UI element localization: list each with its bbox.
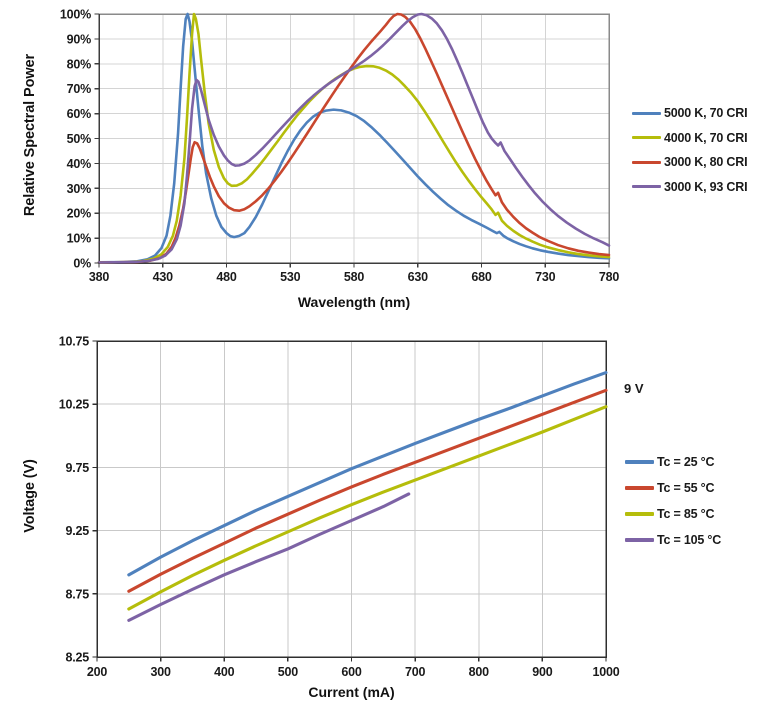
x-tick-label: 780 bbox=[599, 270, 620, 284]
vi-plot: 200 300 400 500 600 700 800 900 1000 8.25 8.75 9.25… bbox=[59, 335, 620, 680]
series-line bbox=[127, 371, 608, 577]
legend-label: Tc = 85 °C bbox=[657, 507, 715, 521]
legend-swatch bbox=[625, 512, 654, 516]
y-tick-label: 50% bbox=[67, 132, 92, 146]
legend-label: Tc = 55 °C bbox=[657, 481, 715, 495]
y-tick-label: 20% bbox=[67, 207, 92, 221]
legend-item: 4000 K, 70 CRI bbox=[632, 126, 748, 151]
legend-swatch bbox=[625, 486, 654, 490]
spectral-y-axis-title: Relative Spectral Power bbox=[22, 53, 38, 217]
legend-swatch bbox=[632, 160, 661, 164]
y-tick-label: 0% bbox=[73, 257, 91, 271]
x-tick-label: 700 bbox=[405, 665, 426, 679]
x-tick-label: 480 bbox=[216, 270, 237, 284]
x-tick-label: 580 bbox=[344, 270, 365, 284]
y-tick-label: 10.75 bbox=[59, 335, 90, 349]
legend-swatch bbox=[632, 136, 661, 140]
nine-volt-annotation: 9 V bbox=[624, 381, 644, 396]
legend-item: 3000 K, 93 CRI bbox=[632, 175, 748, 200]
y-tick-label: 9.75 bbox=[65, 461, 89, 475]
x-tick-label: 630 bbox=[408, 270, 429, 284]
x-tick-label: 300 bbox=[150, 665, 171, 679]
legend-label: Tc = 105 °C bbox=[657, 533, 722, 547]
legend-swatch bbox=[632, 111, 661, 115]
x-tick-label: 530 bbox=[280, 270, 301, 284]
legend-swatch bbox=[625, 538, 654, 542]
vi-y-axis-title: Voltage (V) bbox=[22, 459, 38, 533]
spectral-plot: 380 430 480 530 580 630 680 730 780 0% 10% 20% 30% 40… bbox=[60, 8, 620, 285]
y-tick-label: 10% bbox=[67, 232, 92, 246]
y-tick-label: 80% bbox=[67, 57, 92, 71]
x-tick-label: 730 bbox=[535, 270, 556, 284]
y-tick-label: 8.25 bbox=[65, 651, 89, 665]
legend-item: Tc = 85 °C bbox=[625, 501, 721, 527]
x-tick-label: 200 bbox=[87, 665, 108, 679]
legend-swatch bbox=[632, 185, 661, 189]
spectral-power-chart: 380 430 480 530 580 630 680 730 780 0% 10% 20% 30% 40… bbox=[0, 0, 774, 330]
spectral-legend: 5000 K, 70 CRI 4000 K, 70 CRI 3000 K, 80 C… bbox=[632, 101, 748, 200]
x-tick-label: 1000 bbox=[592, 665, 619, 679]
legend-item: 5000 K, 70 CRI bbox=[632, 101, 748, 126]
legend-item: Tc = 55 °C bbox=[625, 475, 721, 501]
y-tick-label: 9.25 bbox=[65, 524, 89, 538]
x-tick-label: 380 bbox=[89, 270, 110, 284]
legend-label: 3000 K, 93 CRI bbox=[664, 179, 748, 194]
legend-label: 4000 K, 70 CRI bbox=[664, 130, 748, 145]
x-tick-label: 400 bbox=[214, 665, 235, 679]
y-tick-label: 30% bbox=[67, 182, 92, 196]
legend-label: Tc = 25 °C bbox=[657, 455, 715, 469]
series-line bbox=[97, 12, 611, 264]
x-tick-label: 500 bbox=[278, 665, 299, 679]
y-tick-label: 10.25 bbox=[59, 398, 90, 412]
y-tick-label: 70% bbox=[67, 82, 92, 96]
y-tick-label: 90% bbox=[67, 32, 92, 46]
legend-label: 3000 K, 80 CRI bbox=[664, 155, 748, 170]
vi-legend: Tc = 25 °C Tc = 55 °C Tc = 85 °C Tc = 105 °… bbox=[625, 449, 721, 553]
series-line bbox=[127, 388, 608, 593]
x-tick-label: 800 bbox=[469, 665, 490, 679]
x-tick-label: 680 bbox=[471, 270, 492, 284]
vi-x-axis-title: Current (mA) bbox=[308, 684, 395, 700]
legend-item: 3000 K, 80 CRI bbox=[632, 150, 748, 175]
series-line bbox=[127, 492, 411, 622]
legend-label: 5000 K, 70 CRI bbox=[664, 106, 748, 121]
series-line bbox=[97, 12, 611, 264]
legend-item: Tc = 105 °C bbox=[625, 527, 721, 553]
legend-swatch bbox=[625, 460, 654, 464]
x-tick-label: 900 bbox=[532, 665, 553, 679]
y-tick-label: 8.75 bbox=[65, 587, 89, 601]
y-tick-label: 100% bbox=[60, 8, 91, 22]
y-tick-label: 40% bbox=[67, 157, 92, 171]
x-tick-label: 430 bbox=[153, 270, 174, 284]
spectral-x-axis-title: Wavelength (nm) bbox=[297, 294, 411, 310]
x-tick-label: 600 bbox=[341, 665, 362, 679]
series-line bbox=[127, 405, 608, 611]
voltage-current-chart: 200 300 400 500 600 700 800 900 1000 8.25 8.75 9.25… bbox=[0, 330, 774, 713]
legend-item: Tc = 25 °C bbox=[625, 449, 721, 475]
y-tick-label: 60% bbox=[67, 107, 92, 121]
